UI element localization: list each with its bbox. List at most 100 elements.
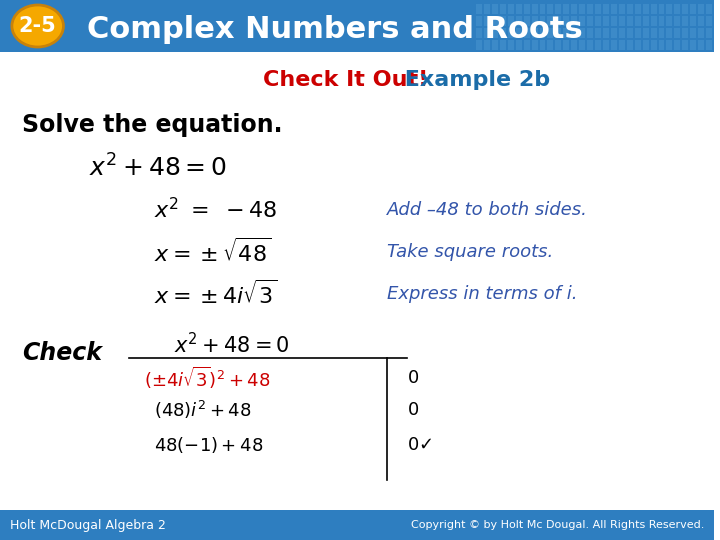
- Bar: [635, 40, 641, 50]
- Bar: [516, 28, 522, 38]
- Bar: [571, 40, 577, 50]
- Bar: [627, 4, 633, 14]
- Bar: [531, 28, 538, 38]
- Bar: [531, 40, 538, 50]
- Bar: [500, 28, 505, 38]
- Bar: [611, 40, 617, 50]
- Bar: [516, 40, 522, 50]
- Text: Complex Numbers and Roots: Complex Numbers and Roots: [87, 15, 583, 44]
- Bar: [690, 28, 696, 38]
- Bar: [627, 28, 633, 38]
- Bar: [683, 28, 688, 38]
- Bar: [595, 40, 601, 50]
- FancyBboxPatch shape: [0, 0, 714, 52]
- Bar: [563, 4, 570, 14]
- Bar: [683, 16, 688, 26]
- Text: Solve the equation.: Solve the equation.: [22, 113, 282, 137]
- Bar: [690, 16, 696, 26]
- Bar: [667, 40, 672, 50]
- Text: $(48)i^2 + 48$: $(48)i^2 + 48$: [153, 399, 251, 421]
- Text: $x^2\ =\ -48$: $x^2\ =\ -48$: [153, 198, 276, 222]
- Bar: [571, 28, 577, 38]
- Bar: [500, 40, 505, 50]
- Bar: [619, 16, 625, 26]
- Bar: [516, 4, 522, 14]
- Bar: [587, 40, 593, 50]
- Bar: [484, 40, 490, 50]
- Text: $x^2 + 48 = 0$: $x^2 + 48 = 0$: [174, 333, 289, 357]
- Bar: [555, 16, 562, 26]
- Bar: [675, 16, 680, 26]
- Bar: [539, 40, 546, 50]
- Bar: [508, 4, 513, 14]
- Bar: [698, 40, 704, 50]
- Text: Add –48 to both sides.: Add –48 to both sides.: [387, 201, 588, 219]
- Bar: [675, 40, 680, 50]
- Bar: [500, 4, 505, 14]
- Bar: [476, 16, 482, 26]
- Bar: [698, 4, 704, 14]
- Bar: [651, 16, 657, 26]
- Bar: [476, 4, 482, 14]
- Text: $0$: $0$: [407, 369, 419, 387]
- Text: Holt McDougal Algebra 2: Holt McDougal Algebra 2: [10, 518, 166, 531]
- Bar: [635, 28, 641, 38]
- Bar: [579, 28, 585, 38]
- Bar: [706, 40, 712, 50]
- Bar: [523, 16, 530, 26]
- Bar: [492, 4, 498, 14]
- Bar: [611, 4, 617, 14]
- Bar: [484, 16, 490, 26]
- Bar: [547, 28, 554, 38]
- Bar: [476, 40, 482, 50]
- Bar: [690, 40, 696, 50]
- Bar: [706, 4, 712, 14]
- Bar: [484, 28, 490, 38]
- Bar: [476, 28, 482, 38]
- Bar: [579, 4, 585, 14]
- Bar: [643, 28, 649, 38]
- Bar: [595, 16, 601, 26]
- Bar: [595, 4, 601, 14]
- Bar: [595, 28, 601, 38]
- Bar: [579, 16, 585, 26]
- Bar: [603, 40, 609, 50]
- Bar: [611, 28, 617, 38]
- Bar: [563, 40, 570, 50]
- Bar: [563, 16, 570, 26]
- Bar: [555, 4, 562, 14]
- Bar: [531, 4, 538, 14]
- Bar: [651, 28, 657, 38]
- Text: $0\checkmark$: $0\checkmark$: [407, 436, 432, 454]
- Bar: [547, 4, 554, 14]
- Bar: [555, 40, 562, 50]
- Text: $x = \pm\sqrt{48}$: $x = \pm\sqrt{48}$: [153, 238, 271, 266]
- Text: Express in terms of i.: Express in terms of i.: [387, 285, 577, 303]
- Bar: [667, 16, 672, 26]
- Text: $48(-1) + 48$: $48(-1) + 48$: [153, 435, 263, 455]
- Text: Example 2b: Example 2b: [397, 70, 550, 90]
- Bar: [547, 16, 554, 26]
- Bar: [539, 28, 546, 38]
- Bar: [539, 4, 546, 14]
- FancyBboxPatch shape: [0, 510, 714, 540]
- Bar: [706, 16, 712, 26]
- Text: 2-5: 2-5: [19, 16, 57, 36]
- Bar: [611, 16, 617, 26]
- Bar: [659, 4, 665, 14]
- Bar: [492, 40, 498, 50]
- Bar: [603, 4, 609, 14]
- Bar: [627, 40, 633, 50]
- Bar: [508, 16, 513, 26]
- Text: $(\pm 4i\sqrt{3})^2 + 48$: $(\pm 4i\sqrt{3})^2 + 48$: [144, 365, 270, 391]
- Bar: [492, 28, 498, 38]
- Bar: [643, 16, 649, 26]
- Bar: [587, 16, 593, 26]
- Bar: [651, 4, 657, 14]
- Bar: [523, 40, 530, 50]
- Bar: [667, 4, 672, 14]
- Bar: [698, 16, 704, 26]
- Bar: [635, 4, 641, 14]
- Bar: [484, 4, 490, 14]
- Bar: [690, 4, 696, 14]
